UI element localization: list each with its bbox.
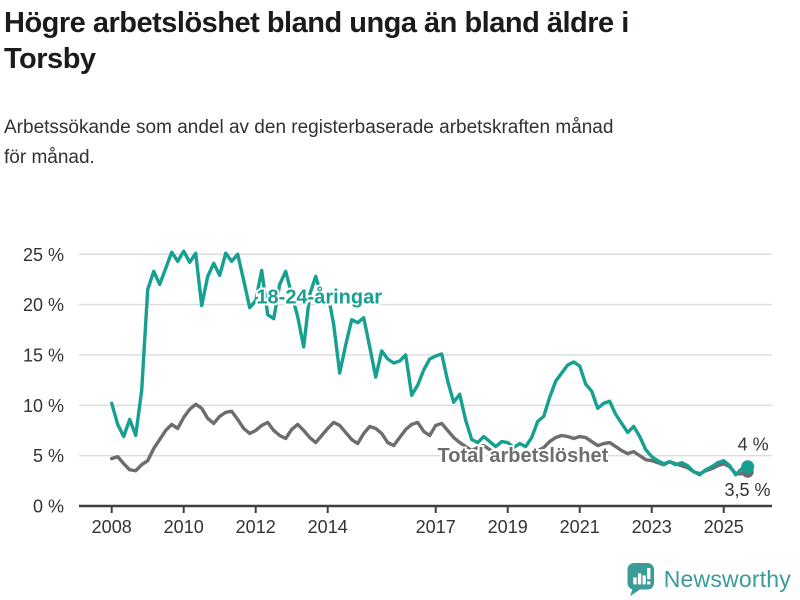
end-value-label: 3,5 % (724, 480, 770, 500)
y-tick-label: 5 % (33, 446, 64, 466)
x-tick-label: 2008 (92, 517, 132, 537)
y-tick-label: 25 % (23, 245, 64, 265)
x-tick-label: 2012 (236, 517, 276, 537)
series-line (109, 402, 750, 476)
subtitle-line-2: för månad. (4, 147, 95, 168)
x-tick-label: 2017 (416, 517, 456, 537)
title-line-1: Högre arbetslöshet bland unga än bland ä… (4, 7, 629, 39)
page-title: Högre arbetslöshet bland unga än bland ä… (4, 5, 754, 77)
x-tick-label: 2014 (308, 517, 348, 537)
series-annotation-label: 18-24-åringar (256, 286, 382, 309)
series-end-dot (741, 460, 755, 474)
newsworthy-wordmark: Newsworthy (663, 565, 791, 592)
unemployment-line-chart: 0 % 5 % 10 % 15 % 20 % 25 % 2008 2010 2012 2014 20… (23, 245, 772, 537)
y-tick-label: 15 % (23, 345, 64, 365)
x-tick-label: 2025 (704, 517, 744, 537)
series-annotation-label: Total arbetslöshet (438, 445, 609, 467)
subtitle-line-1: Arbetssökande som andel av den registerb… (4, 117, 614, 138)
newsworthy-logo[interactable]: Newsworthy (626, 561, 791, 597)
y-tick-label: 10 % (23, 396, 64, 416)
x-tick-label: 2021 (560, 517, 600, 537)
y-tick-label: 0 % (33, 497, 64, 517)
title-line-2: Torsby (4, 43, 96, 75)
y-tick-label: 20 % (23, 295, 64, 315)
page-subtitle: Arbetssökande som andel av den registerb… (4, 113, 784, 173)
bar-chart-speech-bubble-icon (627, 563, 654, 597)
end-value-label: 4 % (738, 435, 769, 455)
x-tick-label: 2010 (164, 517, 204, 537)
x-tick-label: 2023 (632, 517, 672, 537)
x-tick-label: 2019 (488, 517, 528, 537)
series-line (109, 249, 750, 477)
